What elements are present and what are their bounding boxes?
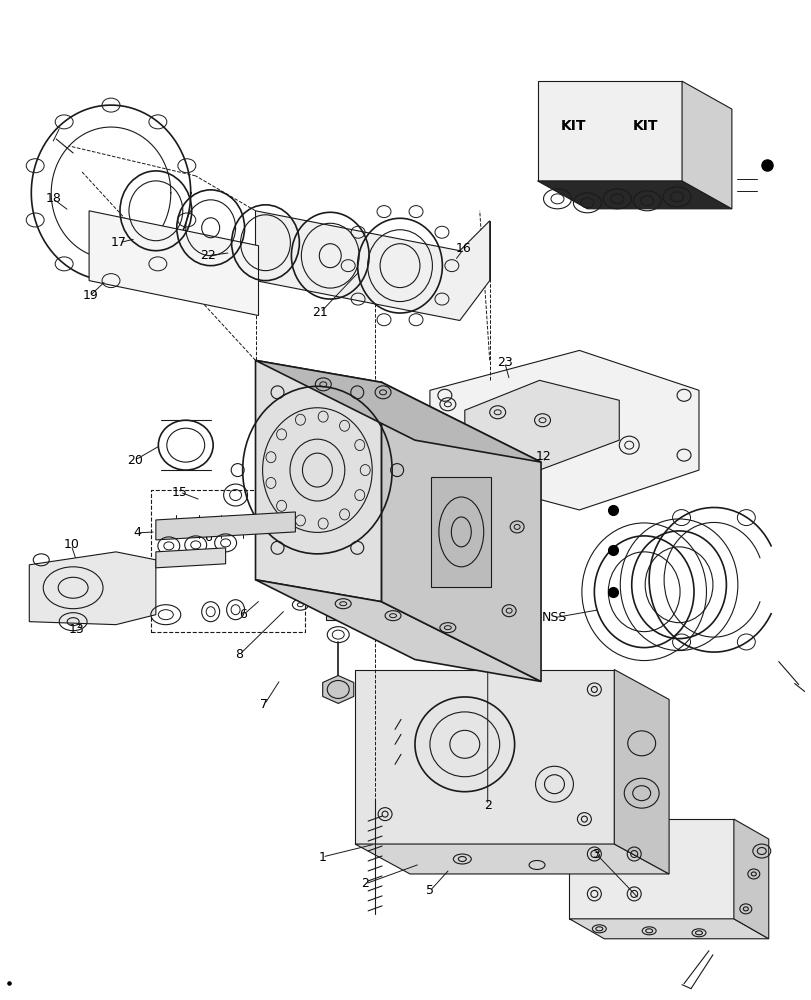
Polygon shape (255, 360, 381, 602)
Polygon shape (354, 670, 614, 844)
Polygon shape (537, 81, 681, 181)
Text: 6: 6 (204, 531, 212, 544)
Text: 22: 22 (200, 249, 215, 262)
Polygon shape (156, 548, 225, 568)
Polygon shape (255, 360, 540, 462)
Polygon shape (156, 512, 295, 540)
Text: 15: 15 (172, 486, 187, 499)
Text: 10: 10 (379, 575, 394, 588)
Text: 3: 3 (592, 848, 599, 861)
Polygon shape (354, 844, 668, 874)
Text: 21: 21 (312, 306, 328, 319)
Text: 7: 7 (260, 698, 268, 711)
Polygon shape (322, 676, 354, 703)
Text: 9: 9 (392, 638, 400, 651)
Text: 2: 2 (361, 877, 369, 890)
Text: KIT: KIT (560, 119, 586, 133)
Polygon shape (431, 477, 491, 587)
Text: 2: 2 (483, 799, 491, 812)
Text: 16: 16 (455, 242, 471, 255)
Polygon shape (733, 819, 768, 939)
Polygon shape (569, 819, 733, 919)
Text: 19: 19 (82, 289, 98, 302)
Text: KIT: KIT (632, 119, 657, 133)
Polygon shape (255, 211, 489, 320)
Text: 13: 13 (68, 623, 84, 636)
Text: 14: 14 (123, 556, 139, 569)
Polygon shape (89, 211, 258, 316)
Polygon shape (29, 552, 156, 625)
Text: 24: 24 (275, 392, 291, 405)
Polygon shape (569, 919, 768, 939)
Text: 7: 7 (629, 100, 637, 113)
Text: 10: 10 (63, 538, 79, 551)
Polygon shape (381, 382, 540, 681)
Text: 8: 8 (235, 648, 243, 661)
Text: 17: 17 (111, 236, 127, 249)
Text: 18: 18 (45, 192, 61, 205)
Text: 20: 20 (127, 454, 143, 467)
Text: 1: 1 (318, 851, 326, 864)
Polygon shape (681, 81, 731, 209)
Text: 23: 23 (496, 356, 512, 369)
Polygon shape (255, 580, 540, 681)
Text: 12: 12 (535, 450, 551, 463)
Polygon shape (464, 380, 619, 470)
Text: 11: 11 (624, 85, 641, 98)
Polygon shape (429, 350, 698, 510)
Text: 4: 4 (133, 526, 140, 539)
Text: 6: 6 (629, 113, 637, 126)
Polygon shape (537, 181, 731, 209)
Text: NSS: NSS (541, 611, 566, 624)
Text: 6: 6 (239, 608, 247, 621)
Text: 5: 5 (426, 884, 433, 897)
Polygon shape (326, 608, 350, 620)
Polygon shape (614, 670, 668, 874)
